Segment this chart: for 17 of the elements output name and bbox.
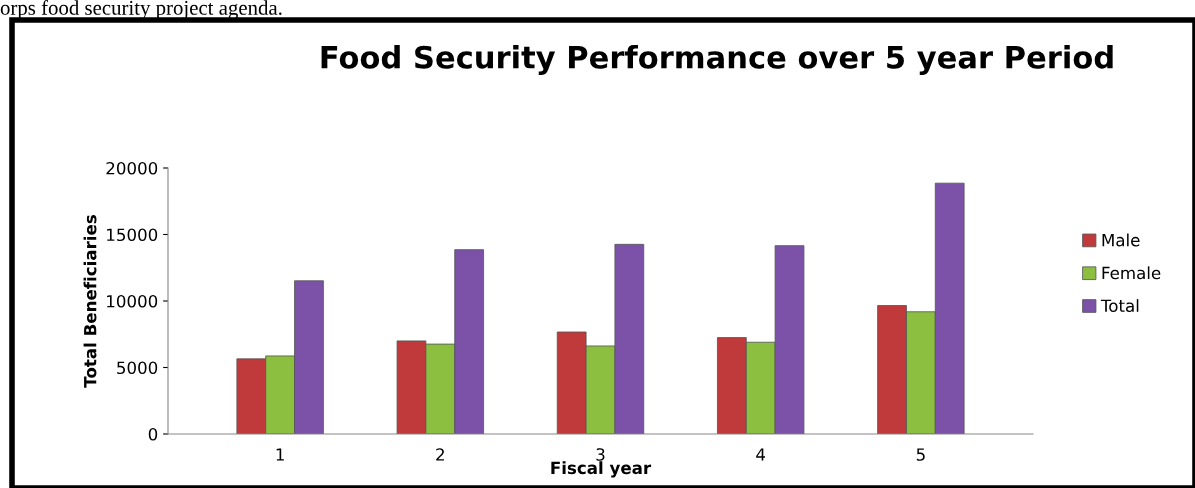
- chart-title: Food Security Performance over 5 year Period: [321, 45, 1113, 75]
- x-tick-label: 1: [276, 448, 284, 461]
- y-tick-label: 20000: [106, 161, 158, 175]
- y-tick-label: 15000: [107, 228, 158, 242]
- x-tick-label: 4: [756, 448, 766, 461]
- y-tick-label: 10000: [107, 294, 158, 308]
- y-tick-label: 5000: [117, 361, 158, 375]
- x-tick-label: 2: [436, 448, 444, 461]
- y-tick-label: 0: [148, 427, 158, 441]
- legend-label: Male: [1102, 233, 1140, 247]
- x-axis-title: Fiscal year: [551, 461, 652, 478]
- text: orps food security project agenda.: [0, 0, 282, 20]
- y-axis-title: Total Beneficiaries: [83, 215, 97, 388]
- x-tick-label: 3: [596, 448, 605, 461]
- legend-label: Total: [1100, 299, 1139, 313]
- x-tick-label: 5: [916, 448, 925, 461]
- legend-label: Female: [1102, 266, 1161, 280]
